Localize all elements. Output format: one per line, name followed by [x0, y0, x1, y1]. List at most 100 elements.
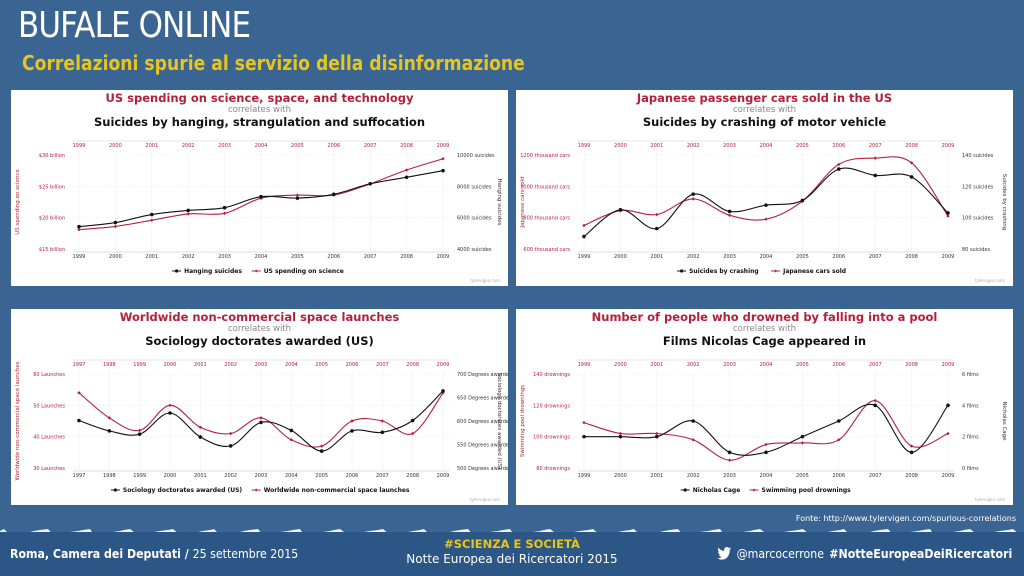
chart-4-series-nicholas-cage-point	[909, 450, 914, 455]
chart-4-top-tick: 2008	[905, 362, 918, 368]
chart-2-top-tick: 2000	[614, 143, 627, 149]
chart-3-right-tick: 550 Degrees awarded	[457, 443, 508, 449]
chart-1-top-tick: 2005	[291, 143, 304, 149]
page-subtitle: Correlazioni spurie al servizio della di…	[22, 51, 525, 75]
chart-1-title2: Suicides by hanging, strangulation and s…	[94, 115, 425, 129]
chart-2-series-suicides-by-crashing-point	[727, 209, 732, 214]
chart-3-bottom-tick: 1999	[133, 473, 146, 479]
chart-2-left-tick: 1200 thousand cars	[520, 153, 570, 159]
chart-2-bottom-tick: 2009	[942, 254, 955, 260]
chart-2-right-tick: 100 suicides	[962, 216, 994, 222]
chart-4: Number of people who drowned by falling …	[520, 310, 1007, 502]
chart-4-left-axis-label: Swimming pool drownings	[520, 385, 526, 457]
chart-4-legend-marker	[683, 488, 687, 492]
chart-2-right-tick: 80 suicides	[962, 247, 991, 253]
twitter-handle[interactable]: @marcocerrone	[736, 546, 824, 561]
chart-3-series-worldwide-non-commercial-space-launches-point	[137, 428, 142, 433]
chart-2-series-suicides-by-crashing-point	[873, 173, 877, 178]
chart-4-bottom-tick: 2000	[614, 473, 627, 479]
chart-3-series-sociology-doctorates-awarded-us-point	[259, 420, 263, 425]
chart-4-right-tick: 2 films	[962, 435, 979, 441]
chart-1-right-tick: 6000 suicides	[457, 216, 492, 222]
chart-1-series-us-spending-on-science-point	[441, 157, 445, 161]
chart-3-bottom-tick: 2004	[285, 473, 298, 479]
chart-1: US spending on science, space, and techn…	[15, 91, 502, 283]
chart-panel-2: Japanese passenger cars sold in the US co…	[516, 90, 1013, 286]
chart-1-legend-label: Hanging suicides	[184, 268, 242, 275]
chart-4-top-tick: 1999	[578, 362, 591, 368]
chart-4-top-tick: 2000	[614, 362, 627, 368]
chart-4-series-swimming-pool-drownings-point	[800, 441, 805, 445]
chart-3-series-sociology-doctorates-awarded-us-point	[289, 428, 294, 433]
chart-4-series-swimming-pool-drownings-point	[873, 398, 877, 403]
chart-2-correlates: correlates with	[733, 105, 796, 115]
event-hashtag[interactable]: #NotteEuropeaDeiRicercatori	[828, 546, 1012, 561]
chart-2-bottom-tick: 2003	[723, 254, 736, 260]
chart-2-series-japanese-cars-sold-point	[691, 197, 695, 201]
chart-3-right-tick: 600 Degrees awarded	[457, 419, 508, 425]
chart-1-top-tick: 2003	[218, 143, 231, 149]
chart-1-series-hanging-suicides-point	[404, 175, 409, 180]
chart-4-series-nicholas-cage-point	[800, 434, 805, 439]
chart-1-series-hanging-suicides-point	[77, 224, 81, 229]
chart-2-bottom-tick: 2001	[650, 254, 663, 260]
chart-3-series-sociology-doctorates-awarded-us-point	[350, 429, 354, 433]
chart-4-series-swimming-pool-drownings-point	[582, 420, 586, 425]
chart-2-left-axis-label: Japanese cars sold	[520, 176, 526, 228]
chart-1-left-tick: $20 billion	[39, 216, 65, 222]
chart-3: Worldwide non-commercial space launchesc…	[15, 310, 508, 502]
chart-1-title: US spending on science, space, and techn…	[106, 91, 414, 105]
chart-4-left-tick: 120 drownings	[533, 403, 570, 409]
chart-3-bottom-tick: 2006	[346, 473, 359, 479]
chart-1-left-tick: $30 billion	[39, 153, 65, 159]
chart-1-series-hanging-suicides-point	[186, 208, 190, 213]
chart-4-right-tick: 0 films	[962, 466, 979, 472]
chart-1-bottom-tick: 2005	[291, 254, 304, 260]
chart-3-series-sociology-doctorates-awarded-us-point	[319, 449, 324, 453]
chart-3-series-worldwide-non-commercial-space-launches-point	[228, 431, 233, 436]
chart-4-series-nicholas-cage-point	[873, 403, 877, 408]
chart-4-title: Number of people who drowned by falling …	[592, 310, 938, 324]
chart-2-title: Japanese passenger cars sold in the US	[636, 91, 892, 105]
chart-2-series-suicides-by-crashing-point	[618, 208, 623, 212]
chart-1-series-hanging-suicides-point	[441, 168, 445, 173]
chart-3-series-sociology-doctorates-awarded-us-point	[77, 418, 81, 423]
chart-2-right-axis-label: Suicides by crashing	[1001, 174, 1007, 231]
chart-4-legend-label: Nicholas Cage	[693, 487, 741, 494]
footer-social: @marcocerrone #NotteEuropeaDeiRicercator…	[717, 546, 1012, 561]
chart-4-right-axis-label: Nicholas Cage	[1001, 401, 1007, 441]
chart-4-series-swimming-pool-drownings-point	[655, 431, 659, 436]
chart-3-top-tick: 2002	[224, 362, 237, 368]
chart-2-left-tick: 600 thousand cars	[523, 247, 570, 253]
chart-2-series-japanese-cars-sold-point	[873, 156, 877, 160]
chart-4-legend: Nicholas Cage Swimming pool drownings	[680, 487, 851, 494]
chart-1-series-hanging-suicides-point	[332, 192, 336, 197]
chart-3-series-sociology-doctorates-awarded-us-point	[137, 432, 142, 436]
chart-4-series-nicholas-cage-point	[946, 403, 950, 408]
footer-separator: /	[180, 546, 193, 561]
chart-3-top-tick: 2008	[406, 362, 419, 368]
chart-1-left-axis-label: US spending on science	[15, 169, 21, 235]
chart-3-correlates: correlates with	[228, 324, 291, 334]
chart-2-legend-marker	[774, 269, 778, 273]
chart-1-top-tick: 2006	[327, 143, 340, 149]
chart-4-bottom-tick: 2001	[650, 473, 663, 479]
chart-3-series-worldwide-non-commercial-space-launches-point	[259, 416, 263, 420]
chart-1-top-tick: 2004	[255, 143, 268, 149]
chart-3-legend: Sociology doctorates awarded (US) Worldwi…	[110, 487, 410, 494]
source-note: Fonte: http://www.tylervigen.com/spuriou…	[795, 514, 1016, 523]
chart-3-left-tick: 50 Launches	[33, 403, 65, 409]
chart-1-series-hanging-suicides-point	[222, 205, 227, 210]
chart-2-top-tick: 2008	[905, 143, 918, 149]
chart-2-series-japanese-cars-sold-point	[909, 161, 914, 165]
chart-1-left-tick: $25 billion	[39, 184, 65, 190]
chart-4-top-tick: 2005	[796, 362, 809, 368]
chart-3-top-tick: 2009	[437, 362, 450, 368]
chart-1-series-hanging-suicides-point	[368, 182, 373, 186]
chart-3-credit: tylervigen.com	[470, 497, 500, 502]
chart-2-series-suicides-by-crashing-point	[946, 211, 950, 215]
chart-2-bottom-tick: 1999	[578, 254, 591, 260]
chart-3-top-tick: 2004	[285, 362, 298, 368]
chart-4-bottom-tick: 2007	[869, 473, 882, 479]
chart-panel-1: US spending on science, space, and techn…	[11, 90, 508, 286]
